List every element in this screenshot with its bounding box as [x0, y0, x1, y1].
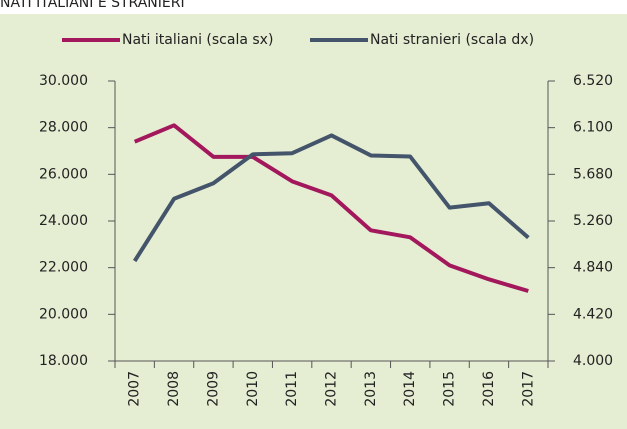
x-tick-label: 2008 — [166, 371, 182, 407]
x-tick-label: 2012 — [324, 371, 340, 407]
x-tick-label: 2011 — [284, 371, 300, 407]
y-tick-label: 26.000 — [39, 166, 88, 182]
x-tick-label: 2014 — [402, 371, 418, 407]
y2-tick-label: 6.100 — [573, 120, 613, 136]
y-tick-label: 28.000 — [39, 120, 88, 136]
y2-tick-label: 5.260 — [573, 213, 613, 229]
y2-tick-label: 4.840 — [573, 260, 613, 276]
y-tick-label: 22.000 — [39, 260, 88, 276]
chart-title: NATI ITALIANI E STRANIERI — [0, 0, 185, 11]
x-tick-label: 2016 — [481, 371, 497, 407]
legend-label: Nati italiani (scala sx) — [122, 32, 273, 48]
series-line — [132, 133, 530, 263]
y2-tick-label: 5.680 — [573, 166, 613, 182]
x-tick-label: 2017 — [520, 371, 536, 407]
x-tick-label: 2015 — [442, 371, 458, 407]
y2-tick-label: 4.420 — [573, 306, 613, 322]
legend-label: Nati stranieri (scala dx) — [370, 32, 534, 48]
y-tick-label: 20.000 — [39, 306, 88, 322]
y-tick-label: 18.000 — [39, 353, 88, 369]
y2-tick-label: 4.000 — [573, 353, 613, 369]
x-tick-label: 2013 — [363, 371, 379, 407]
x-tick-label: 2009 — [205, 371, 221, 407]
x-tick-label: 2007 — [127, 371, 143, 407]
series-line — [133, 123, 529, 293]
x-tick-label: 2010 — [245, 371, 261, 407]
y-tick-label: 24.000 — [39, 213, 88, 229]
y2-tick-label: 6.520 — [573, 73, 613, 89]
y-tick-label: 30.000 — [39, 73, 88, 89]
plot-background — [0, 14, 627, 429]
